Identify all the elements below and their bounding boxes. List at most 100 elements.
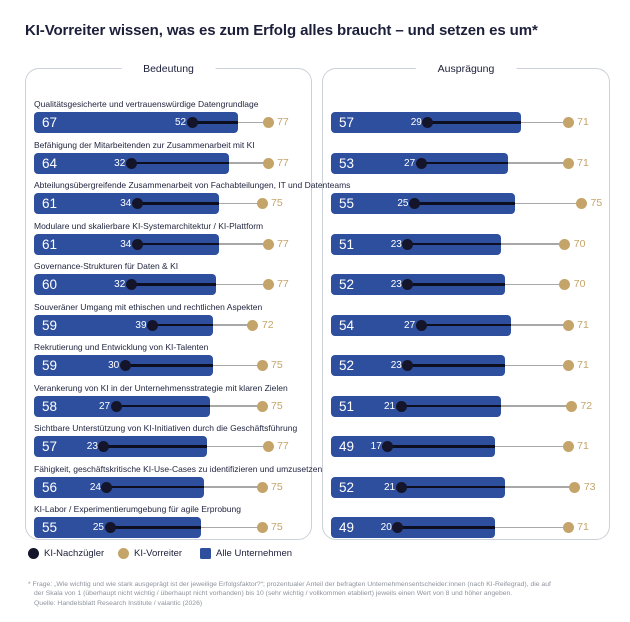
- bar-value-label: 61: [42, 196, 58, 211]
- nachzuegler-value-label: 52: [174, 117, 187, 128]
- ki-nachzuegler-dot: [104, 522, 116, 533]
- row-plot: 49 20 71: [331, 517, 607, 538]
- nachzuegler-value-label: 23: [86, 441, 98, 452]
- ki-vorreiter-dot: [262, 441, 274, 452]
- chart-row: Rekrutierung und Entwicklung von KI-Tale…: [34, 341, 310, 382]
- nachzuegler-value-label: 21: [384, 481, 396, 493]
- category-label: KI-Labor / Experimentierumgebung für agi…: [34, 504, 241, 514]
- chart-row: Souveräner Umgang mit ethischen und rech…: [34, 301, 310, 342]
- chart-row: 51 21 72: [331, 382, 607, 423]
- legend-item-alle-unternehmen: Alle Unternehmen: [200, 548, 292, 559]
- connector-line-gray: [204, 486, 262, 488]
- ki-vorreiter-dot-icon: [118, 548, 129, 559]
- chart-row: 52 21 73: [331, 463, 607, 504]
- category-label: Abteilungsübergreifende Zusammenarbeit v…: [34, 180, 351, 190]
- ki-vorreiter-dot: [262, 279, 274, 290]
- row-plot: 52 21 73: [331, 476, 607, 498]
- ki-nachzuegler-dot: [131, 238, 143, 250]
- nachzuegler-value-label: 34: [120, 198, 132, 209]
- footnote-line: * Frage: „Wie wichtig und wie stark ausg…: [28, 581, 551, 588]
- connector-line-dark: [401, 485, 505, 489]
- vorreiter-value-label: 77: [277, 156, 289, 169]
- ki-vorreiter-dot: [565, 400, 577, 412]
- category-label: Governance-Strukturen für Daten & KI: [34, 261, 179, 271]
- nachzuegler-value-label: 27: [404, 319, 416, 331]
- bar-value-label: 55: [42, 520, 58, 535]
- ki-vorreiter-dot: [559, 238, 571, 250]
- panel-auspraegung-title: Ausprägung: [415, 62, 517, 76]
- row-plot: 57 23 77: [34, 436, 310, 457]
- bar-value-label: 52: [339, 479, 355, 495]
- vorreiter-value-label: 77: [277, 116, 289, 128]
- category-label: [331, 220, 607, 233]
- chart-row: Sichtbare Unterstützung von KI-Initiativ…: [34, 422, 310, 463]
- bar-value-label: 57: [339, 115, 355, 130]
- ki-vorreiter-dot: [562, 319, 574, 331]
- category-label: Modulare und skalierbare KI-Systemarchit…: [34, 220, 264, 231]
- legend-item-ki-vorreiter: KI-Vorreiter: [118, 548, 182, 559]
- vorreiter-value-label: 71: [577, 116, 589, 128]
- vorreiter-value-label: 71: [577, 521, 589, 533]
- row-plot: 54 27 71: [331, 314, 607, 336]
- row-plot: 59 39 72: [34, 314, 310, 336]
- nachzuegler-value-label: 20: [380, 522, 392, 533]
- ki-vorreiter-dot: [569, 481, 581, 493]
- bar-value-label: 49: [339, 520, 355, 535]
- chart-title: KI-Vorreiter wissen, was es zum Erfolg a…: [25, 22, 538, 39]
- chart-row: KI-Labor / Experimentierumgebung für agi…: [34, 503, 310, 544]
- legend-item-ki-nachzuegler: KI-Nachzügler: [28, 548, 104, 559]
- ki-nachzuegler-dot-icon: [28, 548, 39, 559]
- ki-nachzuegler-dot: [382, 441, 394, 452]
- connector-line-gray: [219, 202, 262, 205]
- connector-line-dark: [407, 283, 505, 286]
- vorreiter-value-label: 71: [577, 359, 589, 371]
- ki-nachzuegler-dot: [125, 279, 137, 290]
- bar-value-label: 49: [339, 439, 355, 454]
- alle-unternehmen-square-icon: [200, 548, 211, 559]
- vorreiter-value-label: 75: [590, 197, 603, 209]
- category-label: [331, 179, 607, 192]
- bar-value-label: 51: [339, 398, 355, 414]
- bar-value-label: 52: [339, 358, 355, 373]
- ki-nachzuegler-dot: [415, 319, 427, 331]
- chart-row: Abteilungsübergreifende Zusammenarbeit v…: [34, 179, 351, 220]
- chart-row: 53 27 71: [331, 139, 607, 180]
- connector-line-gray: [494, 526, 569, 529]
- chart-row: 51 23 70: [331, 220, 607, 261]
- ki-vorreiter-dot: [562, 522, 574, 533]
- connector-line-dark: [397, 526, 495, 529]
- connector-line-gray: [213, 364, 262, 367]
- connector-line-dark: [192, 121, 238, 124]
- nachzuegler-value-label: 34: [120, 238, 132, 250]
- connector-line-dark: [427, 121, 522, 124]
- connector-line-dark: [414, 202, 515, 205]
- vorreiter-value-label: 71: [577, 440, 589, 452]
- ki-vorreiter-dot: [262, 157, 274, 169]
- connector-line-gray: [228, 162, 269, 164]
- connector-line-gray: [201, 526, 262, 529]
- footnote: * Frage: „Wie wichtig und wie stark ausg…: [28, 580, 551, 608]
- bar-alle-unternehmen: 60: [34, 274, 217, 295]
- row-plot: 55 25 75: [331, 193, 607, 214]
- ki-vorreiter-dot: [562, 441, 574, 452]
- connector-line-gray: [494, 445, 569, 448]
- row-plot: 55 25 75: [34, 517, 310, 538]
- row-plot: 61 34 75: [34, 193, 310, 214]
- row-plot: 58 27 75: [34, 395, 310, 417]
- ki-vorreiter-dot: [562, 117, 574, 128]
- connector-line-gray: [219, 243, 269, 245]
- chart-row: Verankerung von KI in der Unternehmensst…: [34, 382, 310, 423]
- ki-nachzuegler-dot: [98, 441, 110, 452]
- vorreiter-value-label: 70: [573, 278, 586, 290]
- connector-line-dark: [407, 242, 502, 246]
- category-label: [331, 341, 607, 354]
- category-label: [331, 422, 607, 435]
- connector-line-gray: [521, 121, 569, 124]
- connector-line-dark: [116, 404, 211, 408]
- category-label: Verankerung von KI in der Unternehmensst…: [34, 382, 288, 393]
- bar-alle-unternehmen: 59: [34, 314, 214, 336]
- nachzuegler-value-label: 32: [114, 279, 126, 290]
- category-label: [331, 139, 607, 152]
- bar-alle-unternehmen: 67: [34, 112, 238, 133]
- row-plot: 51 21 72: [331, 395, 607, 417]
